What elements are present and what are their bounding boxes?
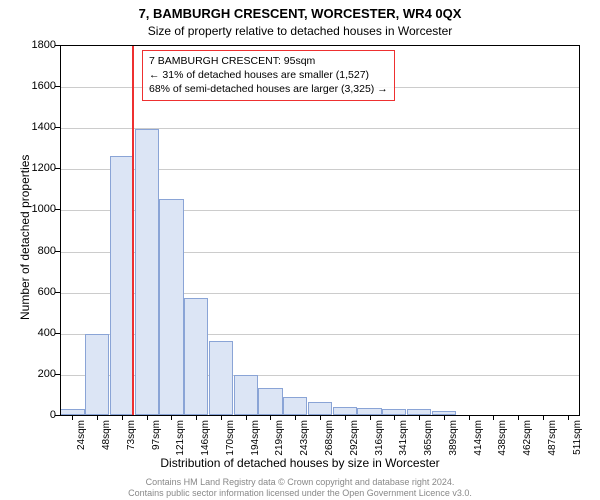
xtick-mark	[72, 415, 73, 420]
footer-attribution: Contains HM Land Registry data © Crown c…	[0, 477, 600, 498]
annotation-box: 7 BAMBURGH CRESCENT: 95sqm← 31% of detac…	[142, 50, 395, 101]
xtick-mark	[345, 415, 346, 420]
ytick-label: 200	[6, 368, 56, 380]
xtick-label: 487sqm	[547, 420, 558, 460]
ytick-label: 0	[6, 409, 56, 421]
xtick-mark	[568, 415, 569, 420]
xtick-label: 389sqm	[448, 420, 459, 460]
xtick-mark	[97, 415, 98, 420]
xtick-label: 170sqm	[225, 420, 236, 460]
chart-subtitle: Size of property relative to detached ho…	[0, 24, 600, 38]
xtick-label: 316sqm	[374, 420, 385, 460]
chart-container: 7, BAMBURGH CRESCENT, WORCESTER, WR4 0QX…	[0, 0, 600, 500]
xtick-label: 462sqm	[522, 420, 533, 460]
xtick-label: 48sqm	[101, 420, 112, 460]
xtick-label: 414sqm	[473, 420, 484, 460]
xtick-mark	[171, 415, 172, 420]
xtick-label: 121sqm	[175, 420, 186, 460]
xtick-mark	[469, 415, 470, 420]
footer-line-2: Contains public sector information licen…	[0, 488, 600, 498]
xtick-label: 365sqm	[423, 420, 434, 460]
xtick-label: 341sqm	[398, 420, 409, 460]
ytick-label: 800	[6, 245, 56, 257]
xtick-mark	[543, 415, 544, 420]
property-marker-line	[132, 46, 134, 415]
plot-area: 7 BAMBURGH CRESCENT: 95sqm← 31% of detac…	[60, 45, 580, 415]
xtick-mark	[370, 415, 371, 420]
xtick-label: 243sqm	[299, 420, 310, 460]
histogram-bar	[135, 129, 159, 415]
xtick-mark	[147, 415, 148, 420]
xtick-label: 194sqm	[250, 420, 261, 460]
xtick-mark	[493, 415, 494, 420]
xtick-mark	[196, 415, 197, 420]
histogram-bar	[234, 375, 258, 415]
histogram-bar	[258, 388, 282, 415]
xtick-mark	[246, 415, 247, 420]
chart-title: 7, BAMBURGH CRESCENT, WORCESTER, WR4 0QX	[0, 6, 600, 21]
histogram-bar	[159, 199, 183, 415]
xtick-mark	[394, 415, 395, 420]
xtick-mark	[320, 415, 321, 420]
xtick-label: 146sqm	[200, 420, 211, 460]
xtick-label: 97sqm	[151, 420, 162, 460]
xtick-label: 292sqm	[349, 420, 360, 460]
histogram-bar	[209, 341, 233, 415]
xtick-mark	[122, 415, 123, 420]
footer-line-1: Contains HM Land Registry data © Crown c…	[0, 477, 600, 487]
xtick-label: 73sqm	[126, 420, 137, 460]
xtick-mark	[444, 415, 445, 420]
histogram-bar	[357, 408, 381, 415]
x-axis-label: Distribution of detached houses by size …	[0, 456, 600, 470]
xtick-label: 511sqm	[572, 420, 583, 460]
histogram-bar	[85, 334, 109, 415]
histogram-bar	[308, 402, 332, 415]
xtick-mark	[270, 415, 271, 420]
xtick-label: 268sqm	[324, 420, 335, 460]
y-axis-line	[60, 45, 61, 415]
xtick-label: 219sqm	[274, 420, 285, 460]
xtick-mark	[518, 415, 519, 420]
histogram-bar	[110, 156, 134, 415]
xtick-mark	[419, 415, 420, 420]
plot-inner: 7 BAMBURGH CRESCENT: 95sqm← 31% of detac…	[60, 46, 579, 415]
histogram-bar	[184, 298, 208, 415]
annotation-line-1: 7 BAMBURGH CRESCENT: 95sqm	[149, 54, 388, 68]
ytick-label: 1200	[6, 162, 56, 174]
ytick-label: 600	[6, 286, 56, 298]
histogram-bar	[333, 407, 357, 415]
xtick-label: 438sqm	[497, 420, 508, 460]
ytick-label: 1600	[6, 80, 56, 92]
annotation-line-3: 68% of semi-detached houses are larger (…	[149, 82, 388, 96]
xtick-label: 24sqm	[76, 420, 87, 460]
xtick-mark	[221, 415, 222, 420]
ytick-label: 1800	[6, 39, 56, 51]
ytick-label: 400	[6, 327, 56, 339]
annotation-line-2: ← 31% of detached houses are smaller (1,…	[149, 68, 388, 82]
xtick-mark	[295, 415, 296, 420]
ytick-label: 1400	[6, 121, 56, 133]
histogram-bar	[283, 397, 307, 416]
ytick-label: 1000	[6, 203, 56, 215]
